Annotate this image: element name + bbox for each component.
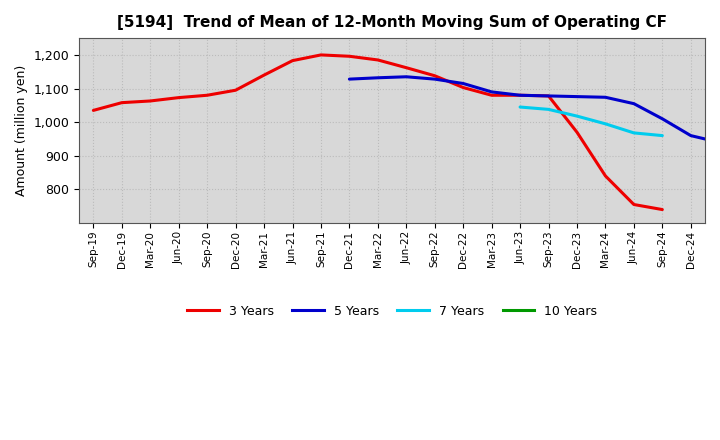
5 Years [487, 89, 496, 95]
3 Years [431, 73, 439, 78]
5 Years [402, 74, 410, 79]
5 Years [715, 139, 720, 145]
7 Years [658, 133, 667, 138]
5 Years [345, 77, 354, 82]
Line: 7 Years: 7 Years [520, 107, 662, 136]
7 Years [572, 114, 581, 119]
3 Years [658, 207, 667, 212]
3 Years [89, 108, 98, 113]
5 Years [601, 95, 610, 100]
Line: 3 Years: 3 Years [94, 55, 662, 209]
7 Years [544, 107, 553, 112]
Legend: 3 Years, 5 Years, 7 Years, 10 Years: 3 Years, 5 Years, 7 Years, 10 Years [182, 300, 602, 323]
5 Years [572, 94, 581, 99]
3 Years [345, 54, 354, 59]
5 Years [658, 116, 667, 121]
3 Years [146, 98, 155, 103]
3 Years [231, 88, 240, 93]
3 Years [203, 93, 212, 98]
5 Years [516, 93, 524, 98]
3 Years [487, 93, 496, 98]
3 Years [459, 85, 467, 90]
5 Years [629, 101, 638, 106]
7 Years [629, 130, 638, 136]
7 Years [516, 104, 524, 110]
3 Years [288, 58, 297, 63]
5 Years [374, 75, 382, 81]
3 Years [629, 202, 638, 207]
Line: 5 Years: 5 Years [349, 77, 719, 142]
5 Years [459, 81, 467, 86]
3 Years [402, 65, 410, 70]
3 Years [260, 73, 269, 78]
5 Years [544, 93, 553, 99]
3 Years [117, 100, 126, 105]
3 Years [174, 95, 183, 100]
3 Years [317, 52, 325, 58]
Title: [5194]  Trend of Mean of 12-Month Moving Sum of Operating CF: [5194] Trend of Mean of 12-Month Moving … [117, 15, 667, 30]
5 Years [686, 133, 695, 138]
3 Years [374, 57, 382, 62]
3 Years [572, 130, 581, 135]
Y-axis label: Amount (million yen): Amount (million yen) [15, 65, 28, 196]
3 Years [601, 173, 610, 179]
3 Years [516, 93, 524, 98]
3 Years [544, 93, 553, 99]
5 Years [431, 77, 439, 82]
7 Years [601, 121, 610, 126]
